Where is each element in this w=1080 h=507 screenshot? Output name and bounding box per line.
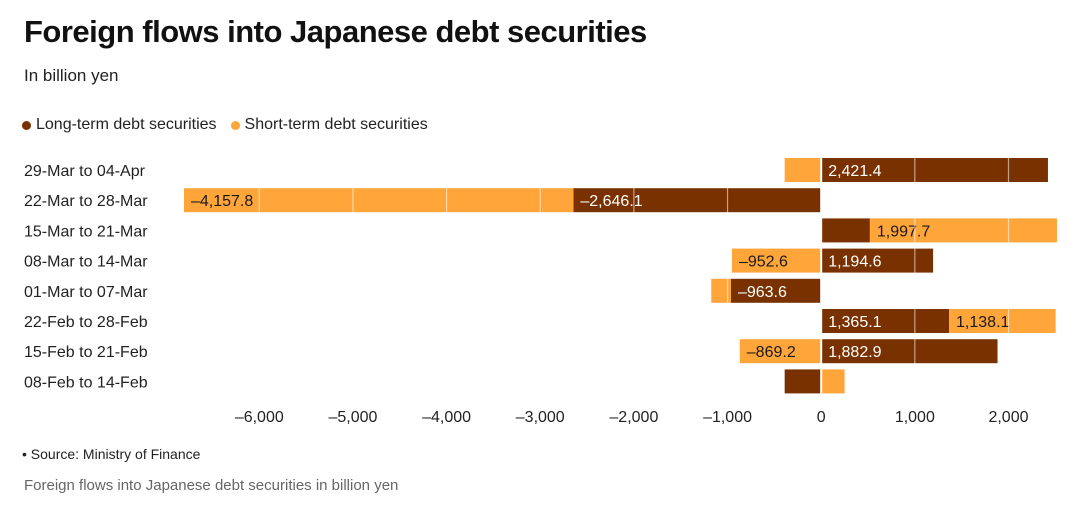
category-label: 22-Mar to 28-Mar xyxy=(24,193,148,210)
bar-short-term xyxy=(784,158,822,182)
x-tick-label: –4,000 xyxy=(422,409,471,426)
source-note: • Source: Ministry of Finance xyxy=(22,446,201,462)
x-tick-label: –5,000 xyxy=(328,409,377,426)
x-tick-label: –3,000 xyxy=(516,409,565,426)
bar-long-term xyxy=(821,158,1048,182)
bar-short-term xyxy=(711,278,731,303)
legend-label-long-term: Long-term debt securities xyxy=(36,116,217,133)
category-label: 08-Feb to 14-Feb xyxy=(24,374,148,391)
legend-label-short-term: Short-term debt securities xyxy=(244,116,428,133)
bar-long-term xyxy=(821,218,870,243)
bar-chart: 29-Mar to 04-Apr 2,421.4 22-Mar to 28-Mar –… xyxy=(24,156,1057,426)
legend-swatch-long-term xyxy=(22,120,31,130)
data-label-short-term: –869.2 xyxy=(747,344,796,361)
bar-short-term xyxy=(731,248,822,273)
data-label-long-term: –2,646.1 xyxy=(580,193,642,210)
bar-long-term xyxy=(573,188,822,213)
bar-long-term xyxy=(730,278,822,303)
x-tick-label: 2,000 xyxy=(988,409,1028,426)
x-tick-label: –6,000 xyxy=(235,409,284,426)
category-label: 01-Mar to 07-Mar xyxy=(24,284,148,301)
data-label-long-term: 1,194.6 xyxy=(828,254,881,271)
bar-short-term xyxy=(949,309,1056,333)
data-label-long-term: 1,365.1 xyxy=(828,314,881,331)
chart-caption: Foreign flows into Japanese debt securit… xyxy=(24,477,399,494)
category-label: 29-Mar to 04-Apr xyxy=(24,163,146,180)
legend: Long-term debt securities Short-term deb… xyxy=(22,116,428,134)
bar-short-term xyxy=(183,188,574,213)
data-label-short-term: 1,138.1 xyxy=(956,314,1009,331)
legend-item-short-term: Short-term debt securities xyxy=(230,116,428,134)
bar-short-term xyxy=(869,218,1057,243)
x-tick-label: –1,000 xyxy=(703,409,752,426)
x-tick-label: 1,000 xyxy=(895,409,935,426)
legend-item-long-term: Long-term debt securities xyxy=(22,116,217,134)
data-label-long-term: 1,882.9 xyxy=(828,344,881,361)
data-label-short-term: 1,997.7 xyxy=(877,223,930,240)
bar-short-term xyxy=(821,369,845,394)
bar-long-term xyxy=(821,309,950,333)
x-tick-label: –2,000 xyxy=(609,409,658,426)
bar-long-term xyxy=(821,339,998,364)
chart-title: Foreign flows into Japanese debt securit… xyxy=(24,14,647,49)
x-tick-label: 0 xyxy=(817,409,826,426)
chart-subtitle: In billion yen xyxy=(24,66,119,85)
legend-swatch-short-term xyxy=(230,120,240,130)
category-label: 15-Mar to 21-Mar xyxy=(24,223,148,240)
data-label-long-term: 2,421.4 xyxy=(828,163,881,180)
category-label: 08-Mar to 14-Mar xyxy=(24,254,148,271)
category-label: 22-Feb to 28-Feb xyxy=(24,314,148,331)
data-label-long-term: –963.6 xyxy=(738,284,787,301)
data-label-short-term: –952.6 xyxy=(739,254,788,271)
category-label: 15-Feb to 21-Feb xyxy=(24,344,148,361)
bar-long-term xyxy=(784,369,822,394)
data-label-short-term: –4,157.8 xyxy=(191,193,253,210)
bar-short-term xyxy=(739,339,822,364)
